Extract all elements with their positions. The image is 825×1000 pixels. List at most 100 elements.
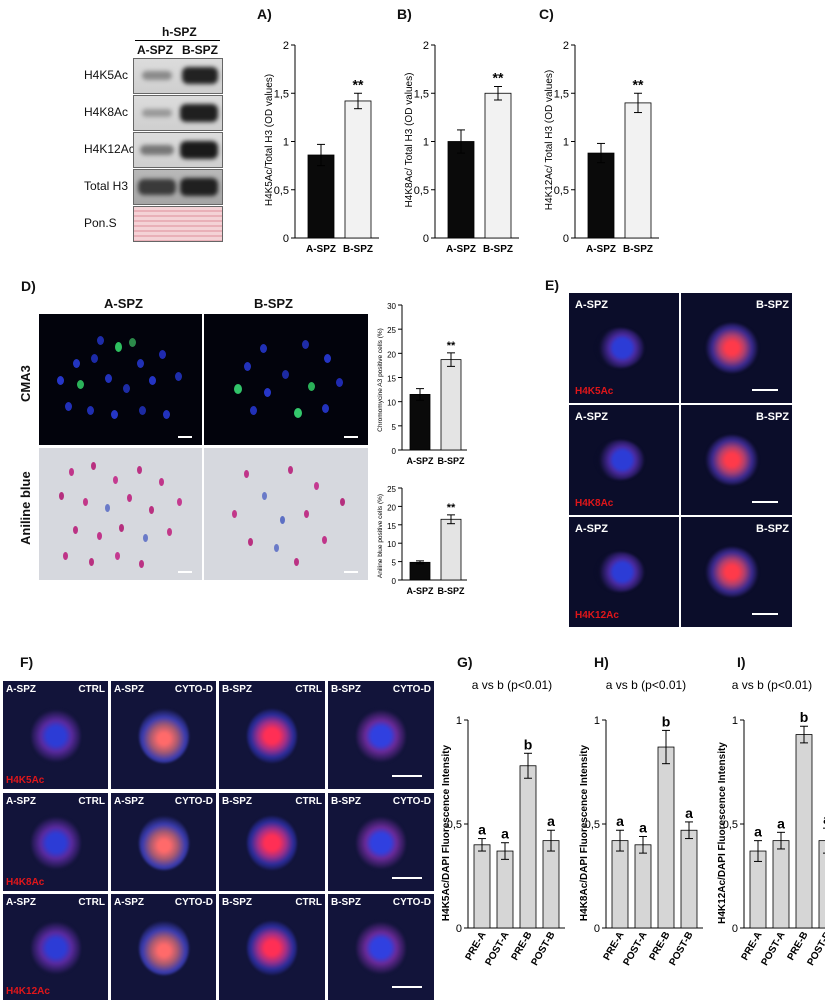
- sperm-head: [324, 354, 331, 363]
- cma3-image-b: [204, 314, 368, 445]
- significance-label: **: [493, 69, 504, 85]
- panel-letter: B): [397, 6, 412, 22]
- panel-e-marker: H4K8Ac: [575, 498, 614, 509]
- x-tick-label: B-SPZ: [343, 244, 373, 255]
- panel-e-marker: H4K5Ac: [575, 386, 614, 397]
- y-tick-label: 0,5: [414, 185, 429, 197]
- panel-e-label: A-SPZ: [575, 523, 608, 535]
- cma3-image-a: [39, 314, 202, 445]
- y-tick-label: 0,5: [723, 819, 738, 831]
- bar: [542, 840, 560, 929]
- x-tick-label: PRE-A: [464, 930, 489, 962]
- sperm-nucleus: [247, 816, 297, 870]
- blot-band: [140, 145, 174, 155]
- sperm-nucleus: [706, 435, 758, 485]
- panel-f-condition: CTRL: [78, 796, 105, 807]
- y-tick-label: 0,5: [447, 819, 462, 831]
- y-tick-label: 0: [732, 923, 738, 935]
- panel-e-image: A-SPZ H4K5Ac: [569, 293, 679, 403]
- sperm-head: [304, 510, 309, 518]
- scale-bar: [752, 501, 778, 503]
- significance-label: a: [478, 822, 486, 838]
- sperm-head: [244, 362, 251, 371]
- sperm-nucleus: [247, 709, 297, 763]
- y-tick-label: 1: [456, 715, 462, 727]
- significance-label: a: [547, 813, 555, 829]
- y-axis-label: H4K8Ac/ Total H3 (OD values): [404, 73, 415, 208]
- blot-strip: [133, 169, 223, 205]
- sperm-head: [294, 558, 299, 566]
- sperm-head: [89, 558, 94, 566]
- x-tick-label: B-SPZ: [483, 244, 513, 255]
- y-axis-label: H4K8Ac/DAPI Fluorescence Intensity: [579, 744, 590, 921]
- sperm-head: [159, 478, 164, 486]
- y-tick-label: 30: [387, 302, 396, 311]
- chart-i: 00,51aPRE-AaPOST-AbPRE-BaPOST-BH4K12Ac/D…: [717, 678, 825, 968]
- bar: [657, 746, 675, 929]
- panel-e-image: B-SPZ: [681, 517, 792, 627]
- d-col-title: B-SPZ: [254, 296, 293, 311]
- bar: [818, 840, 825, 929]
- blot-lane-label: A-SPZ: [137, 43, 173, 57]
- chart-title: a vs b (p<0.01): [732, 678, 812, 692]
- y-tick-label: 15: [387, 375, 396, 384]
- x-tick-label: PRE-B: [786, 930, 811, 962]
- sperm-nucleus: [356, 921, 406, 975]
- aniline-image-b: [204, 448, 368, 580]
- sperm-nucleus: [596, 552, 644, 592]
- sperm-head: [137, 466, 142, 474]
- panel-e-label: A-SPZ: [575, 299, 608, 311]
- sperm-head: [83, 498, 88, 506]
- x-tick-label: A-SPZ: [306, 244, 336, 255]
- y-tick-label: 1: [594, 715, 600, 727]
- chart-c: 0 0,5 1 1,5 2 A-SPZ ** B-SPZ H4K12Ac/ Total H3 (…: [544, 40, 659, 255]
- sperm-head: [139, 560, 144, 568]
- sperm-head: [91, 354, 98, 363]
- y-tick-label: 25: [387, 326, 396, 335]
- scale-bar: [392, 986, 422, 988]
- panel-e-image: B-SPZ: [681, 293, 792, 403]
- significance-label: b: [662, 713, 671, 729]
- sperm-head: [115, 552, 120, 560]
- panel-letter: A): [257, 6, 272, 22]
- sperm-head: [87, 406, 94, 415]
- sperm-head: [159, 350, 166, 359]
- sperm-head: [322, 404, 329, 413]
- panel-f-label: A-SPZ: [114, 796, 144, 807]
- bar: [611, 840, 629, 929]
- blot-band: [142, 71, 172, 80]
- y-tick-label: 10: [387, 540, 396, 549]
- sperm-head: [302, 340, 309, 349]
- bar: [624, 102, 652, 239]
- panel-f-condition: CYTO-D: [174, 796, 213, 807]
- y-tick-label: 1,5: [554, 88, 569, 100]
- sperm-head: [77, 380, 84, 389]
- sperm-head: [336, 378, 343, 387]
- panel-f-label: B-SPZ: [222, 796, 252, 807]
- panel-letter: I): [737, 654, 746, 670]
- panel-f-label: B-SPZ: [331, 897, 361, 908]
- panel-e-image: B-SPZ: [681, 405, 792, 515]
- significance-label: b: [524, 736, 533, 752]
- aniline-image-a: [39, 448, 202, 580]
- blot-band: [180, 141, 218, 159]
- panel-f-label: B-SPZ: [222, 897, 252, 908]
- y-axis-label: H4K12Ac/ Total H3 (OD values): [544, 70, 555, 210]
- panel-f-image: A-SPZ CYTO-D: [111, 894, 216, 1000]
- bar: [409, 561, 431, 581]
- panel-f-condition: CTRL: [78, 897, 105, 908]
- sperm-head: [105, 504, 110, 512]
- sperm-head: [59, 492, 64, 500]
- panel-f-label: A-SPZ: [114, 897, 144, 908]
- bar: [749, 850, 767, 929]
- y-tick-label: 20: [387, 350, 396, 359]
- ponceau-strip: [133, 206, 223, 242]
- sperm-head: [294, 408, 302, 418]
- significance-label: **: [447, 340, 456, 352]
- panel-e-label: B-SPZ: [756, 523, 789, 535]
- sperm-head: [308, 382, 315, 391]
- blot-strip: [133, 132, 223, 168]
- x-tick-label: B-SPZ: [623, 244, 653, 255]
- significance-label: a: [685, 805, 693, 821]
- panel-letter: E): [545, 277, 559, 293]
